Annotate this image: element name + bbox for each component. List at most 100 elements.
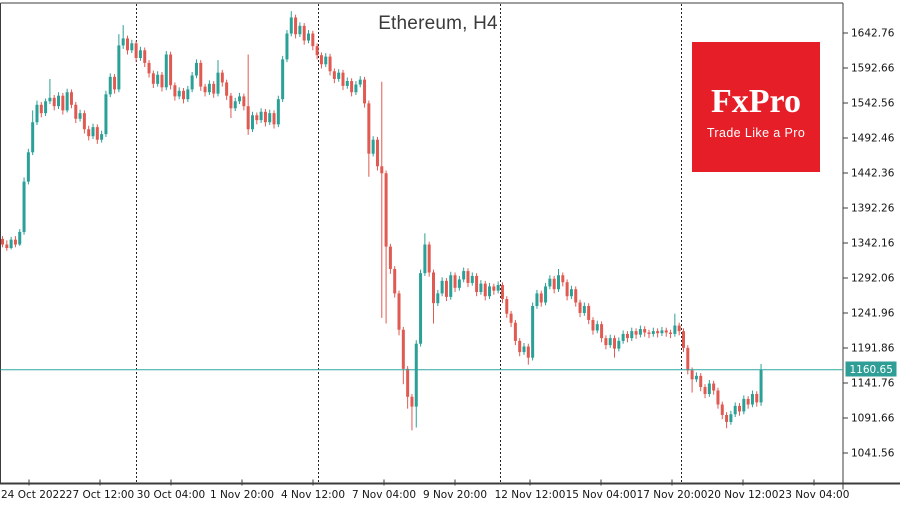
candle-body-down <box>552 278 556 290</box>
candle-body-down <box>61 95 65 111</box>
candle-body-down <box>518 340 522 353</box>
candle-body-up <box>436 293 440 304</box>
candle-body-down <box>483 283 487 297</box>
candle-body-down <box>384 173 388 247</box>
candle-body-down <box>13 239 17 245</box>
candle-body-down <box>410 396 414 407</box>
candle-body-up <box>285 33 289 60</box>
candle-body-up <box>440 280 444 294</box>
candle-body-down <box>182 90 186 100</box>
candle-body-up <box>48 97 52 102</box>
time-tick-label: 27 Oct 12:00 <box>66 489 134 501</box>
candle-body-down <box>388 246 392 269</box>
candle-body-down <box>492 286 496 291</box>
candle-body-down <box>151 73 155 84</box>
candle-body-down <box>406 368 410 397</box>
price-tick-label: 1492.46 <box>851 132 895 144</box>
price-tick-label: 1091.66 <box>851 412 895 424</box>
price-tick-label: 1241.96 <box>851 307 895 319</box>
price-tick-label: 1342.16 <box>851 237 895 249</box>
candle-body-down <box>591 319 595 331</box>
time-tick-label: 24 Oct 2022 <box>1 489 66 501</box>
candle-body-up <box>345 81 349 86</box>
candle-body-up <box>194 62 198 76</box>
candle-body-down <box>169 54 173 86</box>
candle-body-down <box>294 17 298 35</box>
price-tick-label: 1442.36 <box>851 167 895 179</box>
candle-body-up <box>358 79 362 85</box>
candle-body-up <box>117 45 121 90</box>
candle-body-up <box>733 405 737 415</box>
candle-body-down <box>52 97 56 107</box>
candle-body-up <box>638 329 642 335</box>
candle-body-up <box>26 152 30 182</box>
candle-body-up <box>544 286 548 303</box>
candle-body-down <box>95 127 99 140</box>
time-tick-label: 23 Nov 04:00 <box>779 489 850 501</box>
candle-body-up <box>18 231 22 245</box>
candle-body-down <box>125 38 129 51</box>
candle-body-up <box>78 113 82 119</box>
candle-body-up <box>522 346 526 353</box>
candle-body-up <box>100 134 104 140</box>
candle-body-down <box>634 331 638 335</box>
candle-body-up <box>496 285 500 291</box>
candle-body-up <box>276 99 280 125</box>
candle-body-down <box>39 104 43 114</box>
candle-body-up <box>289 17 293 34</box>
candle-body-up <box>259 111 263 121</box>
candle-body-down <box>686 347 690 371</box>
candle-body-up <box>595 324 599 331</box>
candle-body-down <box>393 268 397 294</box>
candle-body-up <box>9 239 13 249</box>
candle-body-up <box>621 333 625 341</box>
time-tick-label: 17 Nov 20:00 <box>637 489 708 501</box>
candle-body-down <box>526 346 530 358</box>
candle-body-up <box>548 278 552 287</box>
candle-body-up <box>707 383 711 395</box>
candle-body-up <box>423 244 427 274</box>
candle-body-down <box>332 71 336 79</box>
candle-body-down <box>746 398 750 405</box>
candle-body-down <box>600 324 604 339</box>
candle-body-down <box>677 325 681 332</box>
candle-body-up <box>281 59 285 100</box>
candle-body-up <box>531 305 535 358</box>
candle-body-down <box>703 387 707 395</box>
candle-body-up <box>207 83 211 93</box>
candle-body-down <box>500 285 504 299</box>
candle-body-down <box>664 330 668 333</box>
candle-body-down <box>220 72 224 83</box>
candle-body-down <box>738 405 742 412</box>
candle-body-down <box>173 85 177 97</box>
candle-body-down <box>328 56 332 72</box>
candle-body-up <box>729 414 733 422</box>
candle-body-down <box>69 92 73 105</box>
candle-body-down <box>720 404 724 415</box>
candle-body-up <box>324 56 328 65</box>
price-tick-label: 1191.86 <box>851 342 895 354</box>
candle-body-up <box>190 75 194 90</box>
candle-body-up <box>556 275 560 290</box>
candle-body-up <box>138 50 142 58</box>
candle-body-up <box>449 275 453 297</box>
candle-body-up <box>630 331 634 339</box>
time-tick-label: 12 Nov 12:00 <box>495 489 566 501</box>
candle-body-down <box>669 332 673 334</box>
time-tick-label: 7 Nov 04:00 <box>352 489 416 501</box>
candle-body-up <box>457 279 461 288</box>
fxpro-logo: FxPro Trade Like a Pro <box>692 42 820 172</box>
candle-body-down <box>143 50 147 63</box>
candle-body-down <box>427 244 431 273</box>
candle-body-up <box>651 331 655 334</box>
candle-body-up <box>108 76 112 95</box>
candle-body-up <box>488 286 492 297</box>
candle-body-down <box>315 46 319 56</box>
candle-body-up <box>156 74 160 84</box>
candle-body-up <box>216 72 220 94</box>
candle-body-down <box>647 332 651 334</box>
candle-body-down <box>160 74 164 88</box>
candle-body-down <box>613 338 617 349</box>
candle-body-up <box>31 122 35 153</box>
